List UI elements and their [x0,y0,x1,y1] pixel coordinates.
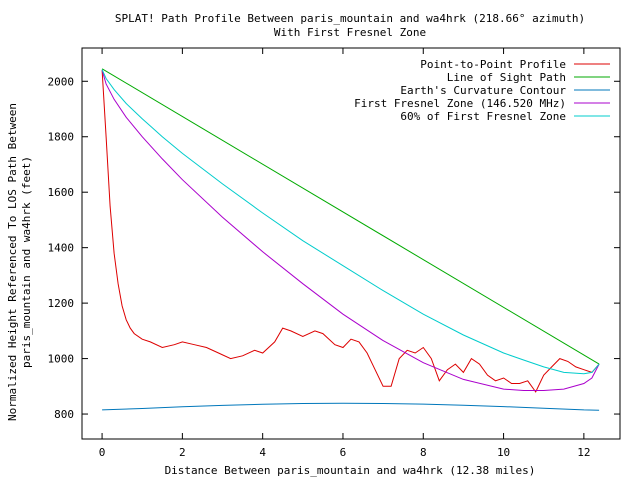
series-layer [101,68,600,411]
series-line-point-to-point-profile [101,70,600,393]
x-tick-label: 0 [99,446,106,459]
chart-title: SPLAT! Path Profile Between paris_mounta… [115,12,585,25]
y-axis-ticks: 800 1000 1200 1400 1600 1800 2000 [48,75,620,421]
x-axis-ticks: 0 2 4 6 8 10 12 [99,48,590,459]
y-tick-label: 1000 [48,353,75,366]
x-tick-label: 4 [259,446,266,459]
legend-label-line-of-sight-path: Line of Sight Path [447,71,566,84]
y-tick-label: 2000 [48,75,75,88]
x-tick-label: 8 [420,446,427,459]
series-line-60-of-first-fresnel-zone [101,69,600,375]
series-line-first-fresnel-zone-146-520-mhz [101,70,600,391]
y-tick-label: 800 [54,408,74,421]
x-axis-label: Distance Between paris_mountain and wa4h… [165,464,536,477]
legend-label-60-of-first-fresnel-zone: 60% of First Fresnel Zone [400,110,566,123]
legend-label-point-to-point-profile: Point-to-Point Profile [420,58,566,71]
series-line-line-of-sight-path [101,68,600,365]
y-tick-label: 1200 [48,297,75,310]
y-tick-label: 1800 [48,131,75,144]
y-tick-label: 1400 [48,242,75,255]
y-axis-label-line-2: paris_mountain and wa4hrk (feet) [20,156,33,368]
plot-frame [81,47,621,440]
x-tick-label: 10 [497,446,510,459]
chart-subtitle: With First Fresnel Zone [274,26,426,39]
y-axis-label-line-1: Normalized Height Referenced To LOS Path… [6,103,19,421]
x-tick-label: 12 [577,446,590,459]
x-tick-label: 6 [340,446,347,459]
legend-label-first-fresnel-zone-146-520-mhz: First Fresnel Zone (146.520 MHz) [354,97,566,110]
y-tick-label: 1600 [48,186,75,199]
legend-label-earth-s-curvature-contour: Earth's Curvature Contour [400,84,566,97]
series-line-earth-s-curvature-contour [102,402,600,411]
x-tick-label: 2 [179,446,186,459]
